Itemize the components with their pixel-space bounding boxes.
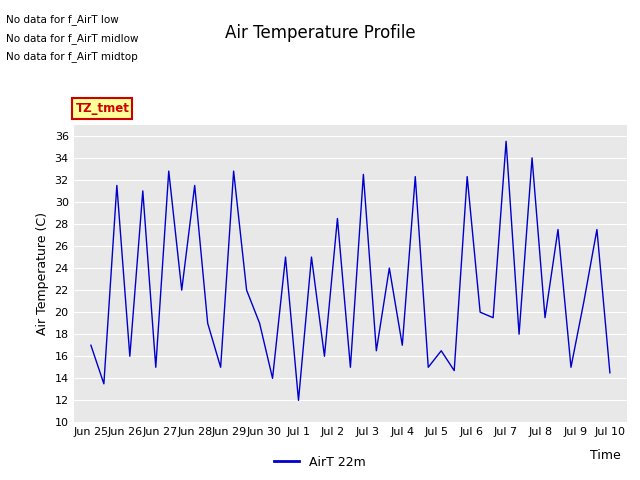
Text: TZ_tmet: TZ_tmet	[76, 102, 129, 115]
Text: No data for f_AirT midtop: No data for f_AirT midtop	[6, 51, 138, 62]
Y-axis label: Air Temperature (C): Air Temperature (C)	[36, 212, 49, 335]
Text: No data for f_AirT low: No data for f_AirT low	[6, 14, 119, 25]
Text: Time: Time	[590, 449, 621, 462]
Text: No data for f_AirT midlow: No data for f_AirT midlow	[6, 33, 139, 44]
Text: Air Temperature Profile: Air Temperature Profile	[225, 24, 415, 42]
Legend: AirT 22m: AirT 22m	[269, 451, 371, 474]
